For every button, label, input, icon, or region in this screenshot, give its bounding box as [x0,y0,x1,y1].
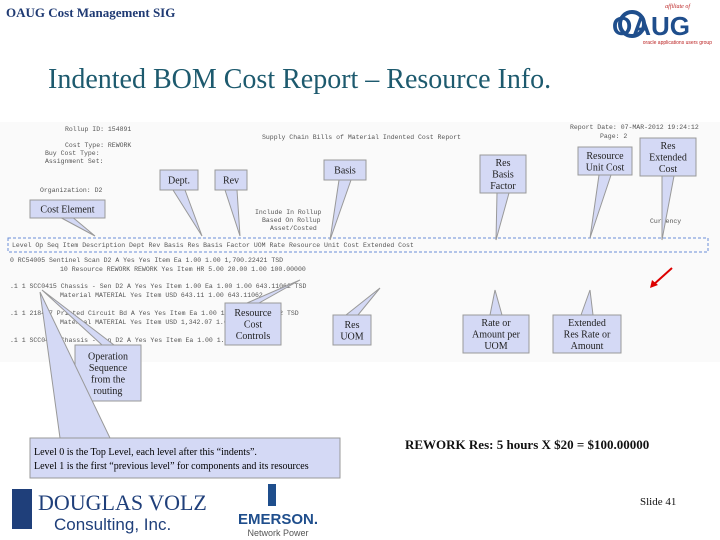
report-line: 0 RC54005 Sentinel Scan D2 A Yes Yes Ite… [10,257,283,264]
report-line: Report Date: 07-MAR-2012 19:24:12 [570,124,699,131]
dv-mark [12,489,32,529]
callout-box [323,159,367,181]
callout-box [159,169,199,191]
callout-text: routing [94,386,123,397]
report-line: Assignment Set: [45,158,104,165]
dv-sub: Consulting, Inc. [54,515,171,534]
report-line: Based On Rollup [262,217,321,224]
note-line: Level 1 is the first “previous level” fo… [34,461,309,472]
report-line: Supply Chain Bills of Material Indented … [262,134,461,141]
callout-text: Controls [236,331,271,342]
report-line: Buy Cost Type: [45,150,100,157]
header-row-box [7,237,709,253]
report-line: Level Op Seq Item Description Dept Rev B… [12,242,414,249]
report-line: Page: 2 [600,133,627,140]
callout-text: Factor [490,181,516,192]
callout-text: Amount [571,341,604,352]
callout-text: Res Rate or [564,330,611,341]
logo: OAUG [612,11,690,41]
callout-text: from the [91,374,126,385]
callout-text: Operation [88,351,128,362]
callout-text: Cost [244,320,263,331]
logo-tag: affiliate of [665,3,691,10]
report-line: .1 1 SCC0415 Chassis - Sen D2 A Yes Yes … [10,337,232,344]
callout-text: Amount per [472,330,521,341]
callout-text: Rate or [481,318,511,329]
callout-box [214,169,248,191]
report-line: Asset/Costed [270,225,317,232]
report-line: 10 Resource REWORK REWORK Yes Item HR 5.… [60,266,306,273]
callout-text: UOM [340,331,363,342]
report-line: Material MATERIAL Yes Item USD 1,342.07 … [60,319,279,326]
callout-text: UOM [484,341,507,352]
callout-box [29,199,106,219]
report-line: Rollup ID: 154891 [65,126,131,133]
logo-sub: oracle applications users group [643,40,712,46]
report-line: Organization: D2 [40,187,103,194]
logo-globe [618,10,646,38]
slide-title: Indented BOM Cost Report – Resource Info… [48,64,551,95]
callout-text: Res [661,141,676,152]
emerson-sub: Network Power [247,528,308,538]
report-line: Cost Type: REWORK [65,142,131,149]
callout-box [639,137,697,177]
callout-box [479,154,527,194]
callout-text: Res [496,158,511,169]
callout-text: Cost Element [40,205,94,216]
header-title: OAUG Cost Management SIG [6,5,175,20]
callout-box [462,314,530,354]
callout-box [552,314,622,354]
rework-text: REWORK Res: 5 hours X $20 = $100.00000 [405,437,649,452]
callout-text: Sequence [89,363,128,374]
callout-text: Resource [586,151,624,162]
callout-text: Basis [492,170,514,181]
report-line: .1 1 218467 Printed Circuit Bd A Yes Yes… [10,310,299,317]
callout-text: Rev [223,176,239,187]
callout-text: Extended [568,318,606,329]
callout-box [332,314,372,346]
callout-text: Dept. [168,176,190,187]
note-line: Level 0 is the Top Level, each level aft… [34,447,257,458]
emerson-mark [268,484,276,506]
callout-box [224,302,282,346]
emerson: EMERSON. [238,511,318,528]
slide-number: Slide 41 [640,496,676,508]
callout-text: Unit Cost [586,162,625,173]
note-callout [29,291,341,479]
report-line: Material MATERIAL Yes Item USD 643.11 1.… [60,292,263,299]
callout-text: Basis [334,166,356,177]
report-line: .1 1 SCC0415 Chassis - Sen D2 A Yes Yes … [10,283,307,290]
report-line: Include In Rollup [255,209,321,216]
callout-box [577,146,633,176]
callout-text: Resource [234,308,272,319]
callout-text: Extended [649,153,687,164]
callout-text: Cost [659,164,678,175]
red-arrowhead [650,280,658,288]
callout-text: Res [345,320,360,331]
dv-name: DOUGLAS VOLZ [38,490,207,515]
